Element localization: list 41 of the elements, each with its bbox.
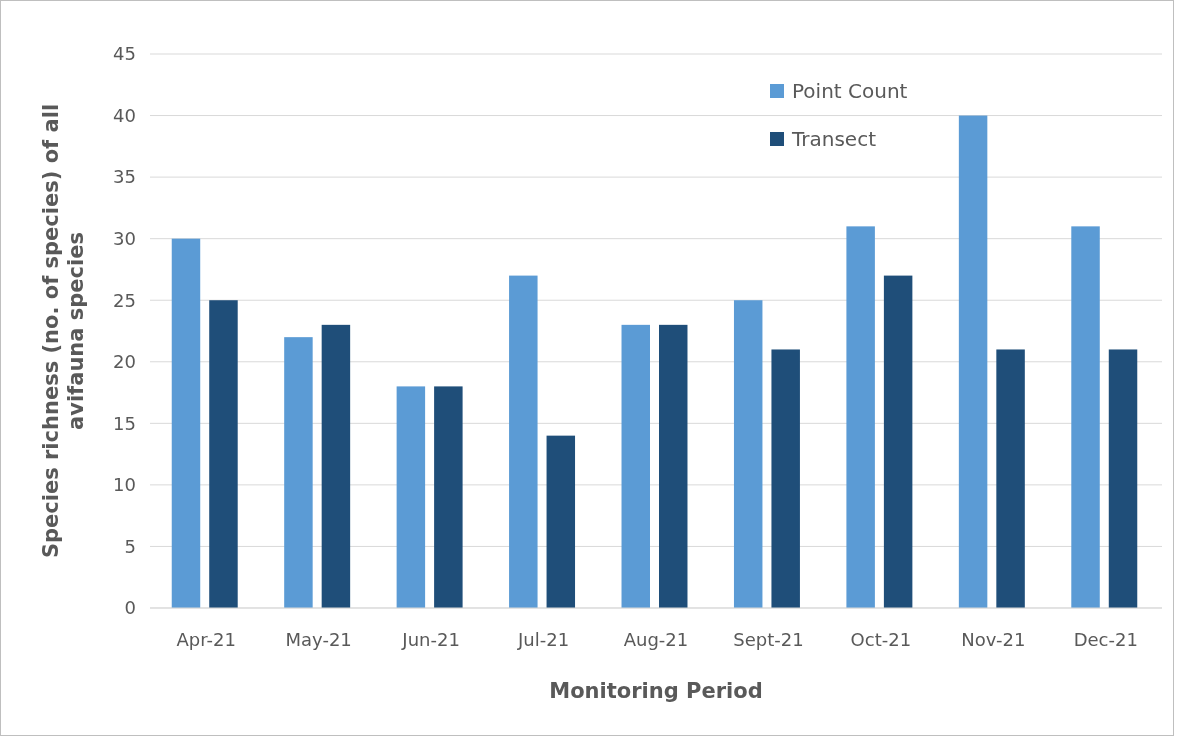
x-tick-label: May-21 — [285, 629, 352, 650]
bar — [996, 349, 1025, 608]
bar — [659, 324, 688, 608]
y-tick-label: 25 — [113, 289, 136, 311]
bar — [621, 324, 650, 608]
bar — [171, 238, 201, 608]
y-tick-label: 10 — [113, 474, 136, 496]
x-tick-label: Nov-21 — [961, 629, 1026, 650]
bar — [509, 275, 538, 608]
y-tick-label: 5 — [124, 535, 136, 557]
y-tick-label: 35 — [113, 166, 136, 188]
y-tick-label: 40 — [113, 104, 136, 126]
bar — [546, 435, 576, 608]
x-tick-label: Aug-21 — [623, 629, 689, 650]
y-tick-label: 45 — [113, 43, 136, 65]
x-tick-label: Sept-21 — [733, 629, 804, 650]
bar — [434, 386, 463, 608]
x-axis-title: Monitoring Period — [549, 679, 763, 703]
x-tick-label: Jun-21 — [401, 629, 460, 650]
x-tick-label: Apr-21 — [176, 629, 236, 650]
bar — [733, 300, 763, 608]
y-tick-label: 30 — [113, 227, 136, 249]
bar — [1108, 349, 1138, 608]
bar — [284, 337, 313, 608]
bar — [883, 275, 913, 608]
x-tick-label: Jul-21 — [516, 629, 570, 650]
legend-label: Transect — [791, 127, 877, 151]
bar — [321, 324, 351, 608]
legend-label: Point Count — [792, 79, 908, 103]
y-tick-label: 0 — [124, 597, 136, 619]
bar — [396, 386, 426, 608]
bar — [1071, 226, 1100, 608]
y-tick-label: 15 — [113, 412, 136, 434]
bar — [771, 349, 800, 608]
y-tick-label: 20 — [113, 351, 136, 373]
y-axis-title: Species richness (no. of species) of all avifauna species — [39, 103, 88, 559]
x-tick-label: Dec-21 — [1073, 629, 1138, 650]
bar — [958, 115, 988, 608]
bar — [209, 300, 238, 608]
x-tick-label: Oct-21 — [850, 629, 912, 650]
bar — [846, 226, 875, 608]
